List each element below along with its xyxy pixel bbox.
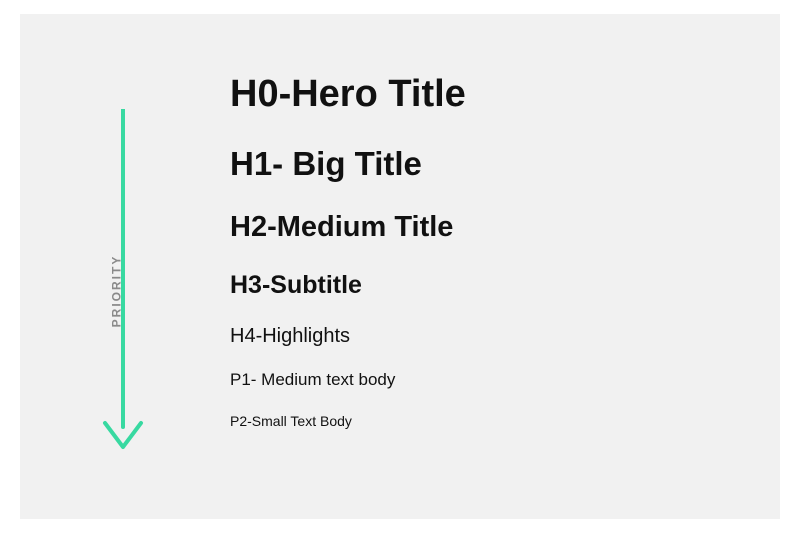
- type-level: H2-Medium Title: [230, 212, 466, 244]
- type-level: H1- Big Title: [230, 146, 466, 182]
- type-level: P2-Small Text Body: [230, 414, 466, 429]
- type-level: H3-Subtitle: [230, 272, 466, 300]
- typography-scale-panel: PRIORITY H0-Hero TitleH1- Big TitleH2-Me…: [20, 14, 780, 519]
- type-level: H0-Hero Title: [230, 74, 466, 116]
- typography-levels: H0-Hero Title H1- Big Title H2-Medium Titl…: [230, 74, 466, 430]
- type-level: P1- Medium text body: [230, 371, 466, 390]
- type-level: H4-Highlights: [230, 325, 466, 347]
- arrow-down-icon: [100, 109, 146, 455]
- priority-arrow: [100, 109, 146, 460]
